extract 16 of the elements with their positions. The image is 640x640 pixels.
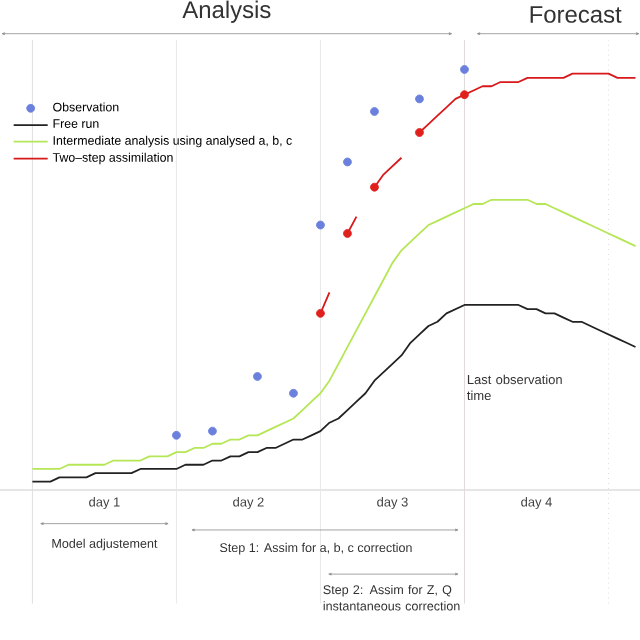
point <box>460 90 469 100</box>
point <box>415 94 424 104</box>
point <box>415 128 424 137</box>
text: Analysis <box>182 0 271 23</box>
point <box>289 388 298 398</box>
text: Forecast <box>530 6 622 23</box>
point <box>208 426 217 436</box>
point <box>370 182 379 192</box>
point <box>460 65 469 74</box>
point <box>172 430 181 440</box>
point <box>343 157 352 167</box>
point <box>316 308 325 318</box>
point <box>253 372 262 381</box>
point <box>343 229 352 238</box>
point <box>370 107 379 116</box>
point <box>316 220 325 230</box>
